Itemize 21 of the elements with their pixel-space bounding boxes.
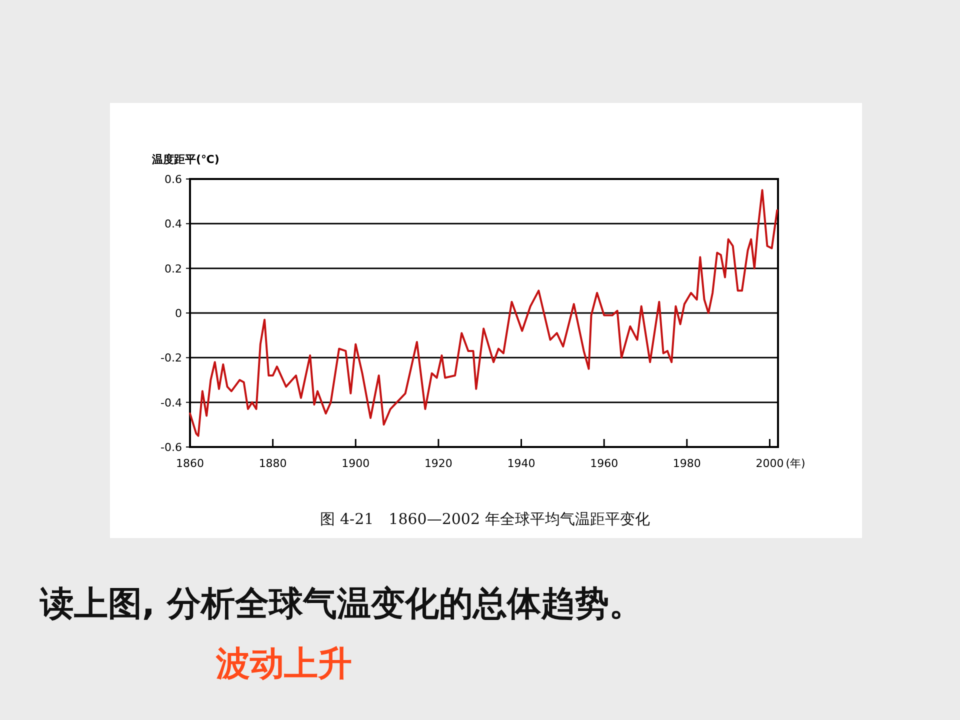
y-tick-label: -0.4	[160, 396, 182, 410]
x-tick-label: 1960	[590, 457, 618, 470]
text: 读上图, 分析全球气温变化的总体趋势。	[39, 584, 643, 624]
x-tick-label: 1900	[342, 457, 370, 470]
y-tick-label: -0.6	[160, 441, 182, 454]
x-tick-label: 2000	[756, 457, 784, 470]
x-axis-title: (年)	[786, 457, 806, 470]
x-tick-label: 1880	[258, 457, 287, 470]
y-tick-label: 0.4	[164, 218, 182, 231]
y-tick-label: 0.6	[164, 173, 182, 186]
y-tick-label: 0.2	[164, 262, 182, 276]
text: 波动上升	[215, 644, 352, 684]
caption: 图 4-21 1860—2002 年全球平均气温距平变化	[320, 510, 650, 528]
x-tick-label: 1860	[176, 457, 204, 470]
line-series	[189, 189, 778, 437]
y-tick-label: -0.2	[160, 352, 182, 365]
y-axis-title: 温度距平(℃)	[151, 153, 220, 166]
x-tick-label: 1920	[424, 457, 452, 470]
x-tick-label: 1980	[672, 457, 701, 470]
x-tick-label: 1940	[507, 457, 536, 470]
y-tick-label: 0	[175, 307, 182, 320]
